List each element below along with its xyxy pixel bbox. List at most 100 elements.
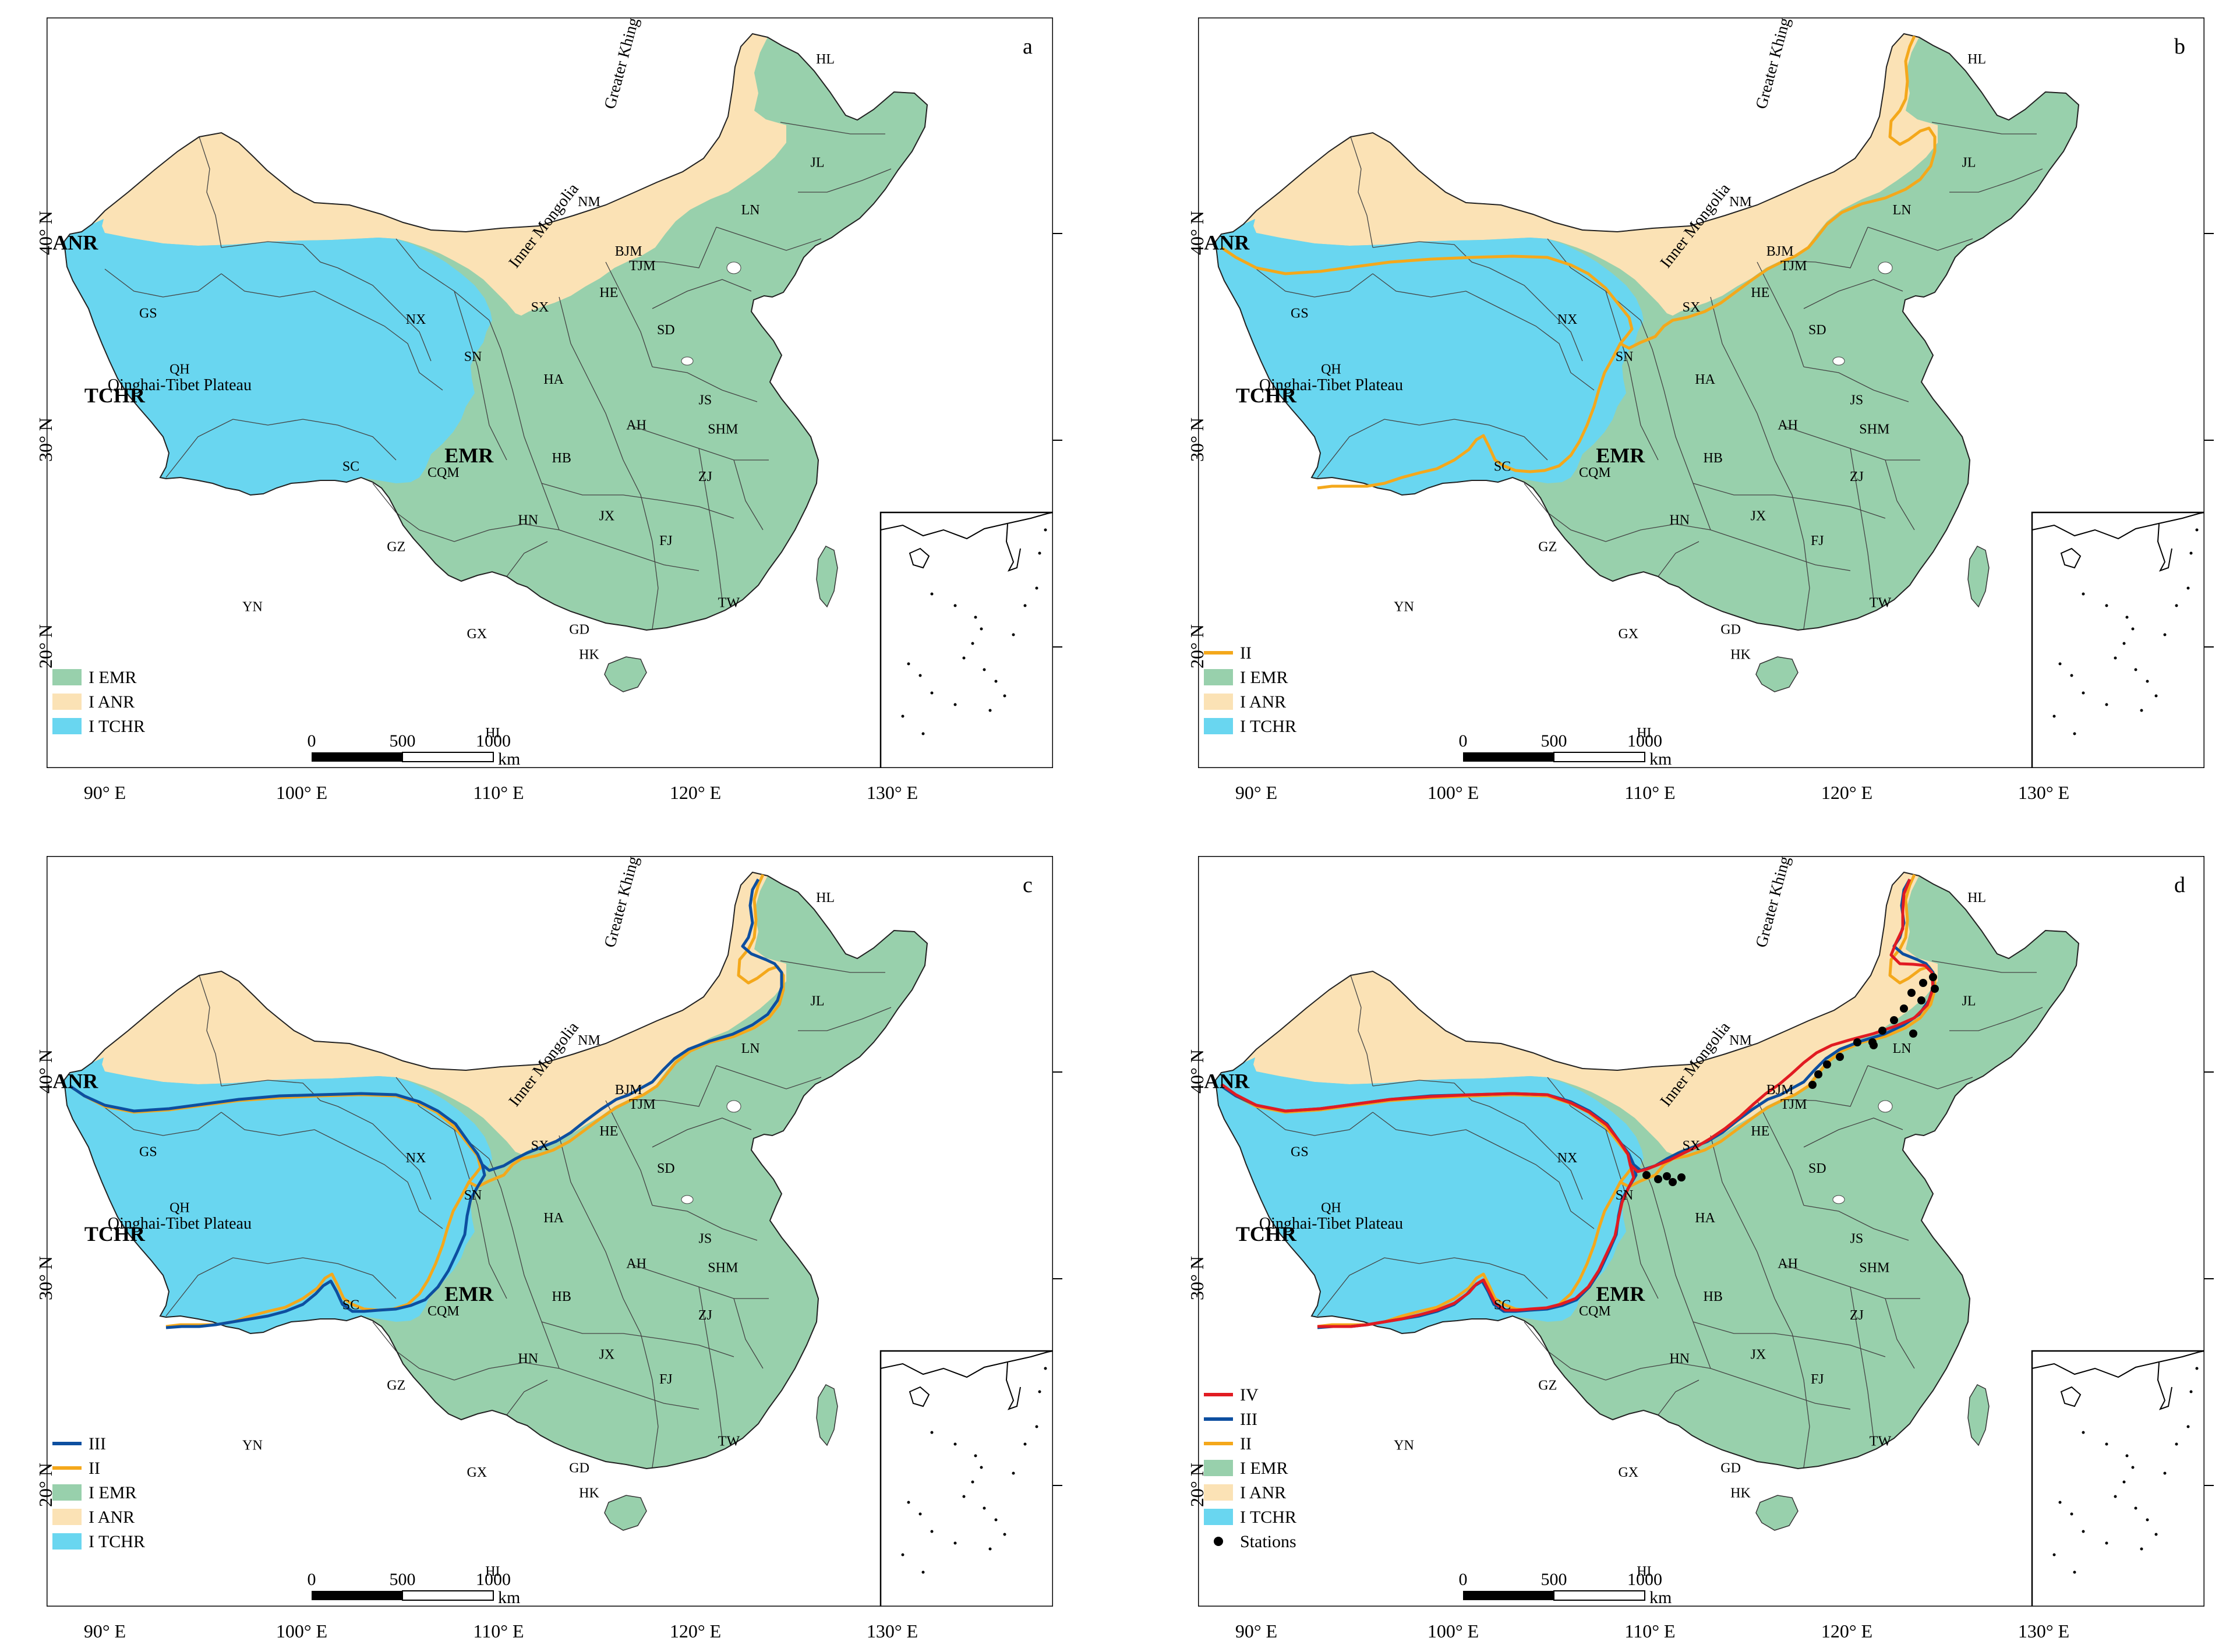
inset-map xyxy=(2031,511,2204,768)
province-label: CQM xyxy=(1579,465,1611,480)
inset-taiwan xyxy=(1005,1362,1021,1410)
scale-bar-label: 0 xyxy=(1459,1570,1468,1589)
province-label: GZ xyxy=(387,540,405,555)
province-boundary xyxy=(1931,960,2037,973)
scale-bar-label: 1000 xyxy=(1627,731,1662,751)
lake xyxy=(1832,356,1845,366)
station-point xyxy=(1677,1173,1686,1181)
inset-island xyxy=(1012,1471,1015,1475)
legend-label: I EMR xyxy=(1240,1459,1288,1478)
inset-hainan xyxy=(2060,547,2082,569)
province-label: SN xyxy=(1616,349,1634,365)
x-axis-tick-label: 90° E xyxy=(1235,1621,1278,1642)
province-label: HA xyxy=(1695,1211,1715,1226)
x-axis-tick-label: 90° E xyxy=(83,782,126,803)
inset-island xyxy=(2105,604,2108,607)
region-label: EMR xyxy=(444,444,494,467)
inset-island xyxy=(918,674,922,677)
province-label: NX xyxy=(406,312,426,327)
province-boundary xyxy=(605,1100,653,1206)
legend-swatch xyxy=(1204,1509,1233,1525)
province-boundary xyxy=(199,136,222,248)
province-boundary xyxy=(623,459,659,629)
province-boundary xyxy=(1489,267,1583,362)
inset-island xyxy=(2073,732,2076,735)
x-axis-tick-label: 110° E xyxy=(473,1621,524,1642)
inset-island xyxy=(1038,1390,1041,1393)
region-label: TCHR xyxy=(1236,1222,1297,1246)
x-axis-tick-label: 120° E xyxy=(1821,782,1873,803)
region-label: TCHR xyxy=(1236,384,1297,407)
y-axis-tick xyxy=(2204,646,2214,648)
province-label: SD xyxy=(657,1161,675,1176)
province-label: HK xyxy=(1730,647,1751,662)
province-label: NM xyxy=(1729,1033,1752,1048)
province-boundary xyxy=(559,529,699,571)
legend-swatch xyxy=(52,1509,82,1525)
province-boundary xyxy=(1780,1065,1868,1107)
province-boundary xyxy=(337,1106,432,1200)
inset-coastline xyxy=(2031,512,2204,540)
boundary-line-iii xyxy=(69,878,783,1172)
y-axis-tick xyxy=(2204,233,2214,234)
province-boundary xyxy=(1372,273,1595,391)
province-boundary xyxy=(1605,1362,1711,1381)
scale-bar-label: 0 xyxy=(308,731,316,751)
inset-island xyxy=(2131,627,2135,631)
lake xyxy=(681,1195,694,1204)
region-label: TCHR xyxy=(84,1222,146,1246)
province-label: NM xyxy=(1729,194,1752,210)
province-label: HA xyxy=(543,1211,564,1226)
taiwan-island xyxy=(1967,1384,1990,1446)
region-label: EMR xyxy=(444,1282,494,1306)
region-anr-area xyxy=(64,34,786,316)
province-label: FJ xyxy=(659,533,673,549)
province-boundary xyxy=(489,1158,560,1369)
inset-hainan xyxy=(909,1386,930,1407)
province-boundary xyxy=(628,227,717,268)
inset-island xyxy=(1003,694,1006,698)
hainan-island xyxy=(604,1495,647,1531)
province-label: JX xyxy=(599,508,615,523)
inset-island xyxy=(2140,709,2143,712)
province-boundary xyxy=(372,483,455,542)
inset-island xyxy=(2082,592,2085,596)
country-outline xyxy=(63,871,928,1470)
province-boundary xyxy=(1605,1129,1659,1299)
scale-bar-black xyxy=(1463,752,1554,762)
scale-bar-black xyxy=(312,1591,402,1600)
province-label: HN xyxy=(1669,1352,1690,1367)
station-point xyxy=(1836,1053,1844,1061)
province-boundary xyxy=(1710,1135,1775,1299)
legend-label: I ANR xyxy=(89,692,135,712)
inset-island xyxy=(2082,1530,2085,1533)
x-axis-tick-label: 100° E xyxy=(1427,1621,1479,1642)
boundary-line-iv-south xyxy=(1317,1164,1635,1328)
scale-bar-unit: km xyxy=(498,749,520,768)
legend-swatch xyxy=(52,694,82,710)
inset-island xyxy=(1012,633,1015,636)
inset-island xyxy=(2122,642,2126,645)
y-axis-tick-label: 40° N xyxy=(1186,1049,1207,1094)
province-label: SN xyxy=(464,1188,482,1203)
province-label: HI xyxy=(485,726,500,741)
x-axis-tick-label: 120° E xyxy=(669,782,722,803)
province-label: HN xyxy=(518,1352,538,1367)
y-axis-tick xyxy=(1053,1485,1062,1486)
province-label: HI xyxy=(1637,726,1651,741)
region-label: TCHR xyxy=(84,384,146,407)
inset-island xyxy=(2146,1518,2149,1522)
province-label: SHM xyxy=(708,422,738,437)
province-label: GD xyxy=(1720,1461,1741,1476)
province-label: HE xyxy=(1751,1124,1769,1139)
map-panel-a: XJGSQHXZNMHLJLLNBJMTJMHESXSDNXSNHAJSSHMA… xyxy=(47,17,1053,768)
region-tchr-area xyxy=(64,1057,492,1333)
province-boundary xyxy=(1867,227,1973,251)
province-label: SC xyxy=(342,1297,359,1313)
province-boundary xyxy=(798,168,892,193)
province-label: QH xyxy=(169,1200,190,1215)
province-boundary xyxy=(1605,291,1659,461)
map-panel-d: XJGSQHXZNMHLJLLNBJMTJMHESXSDNXSNHAJSSHMA… xyxy=(1198,856,2204,1607)
province-label: JL xyxy=(1962,993,1976,1009)
